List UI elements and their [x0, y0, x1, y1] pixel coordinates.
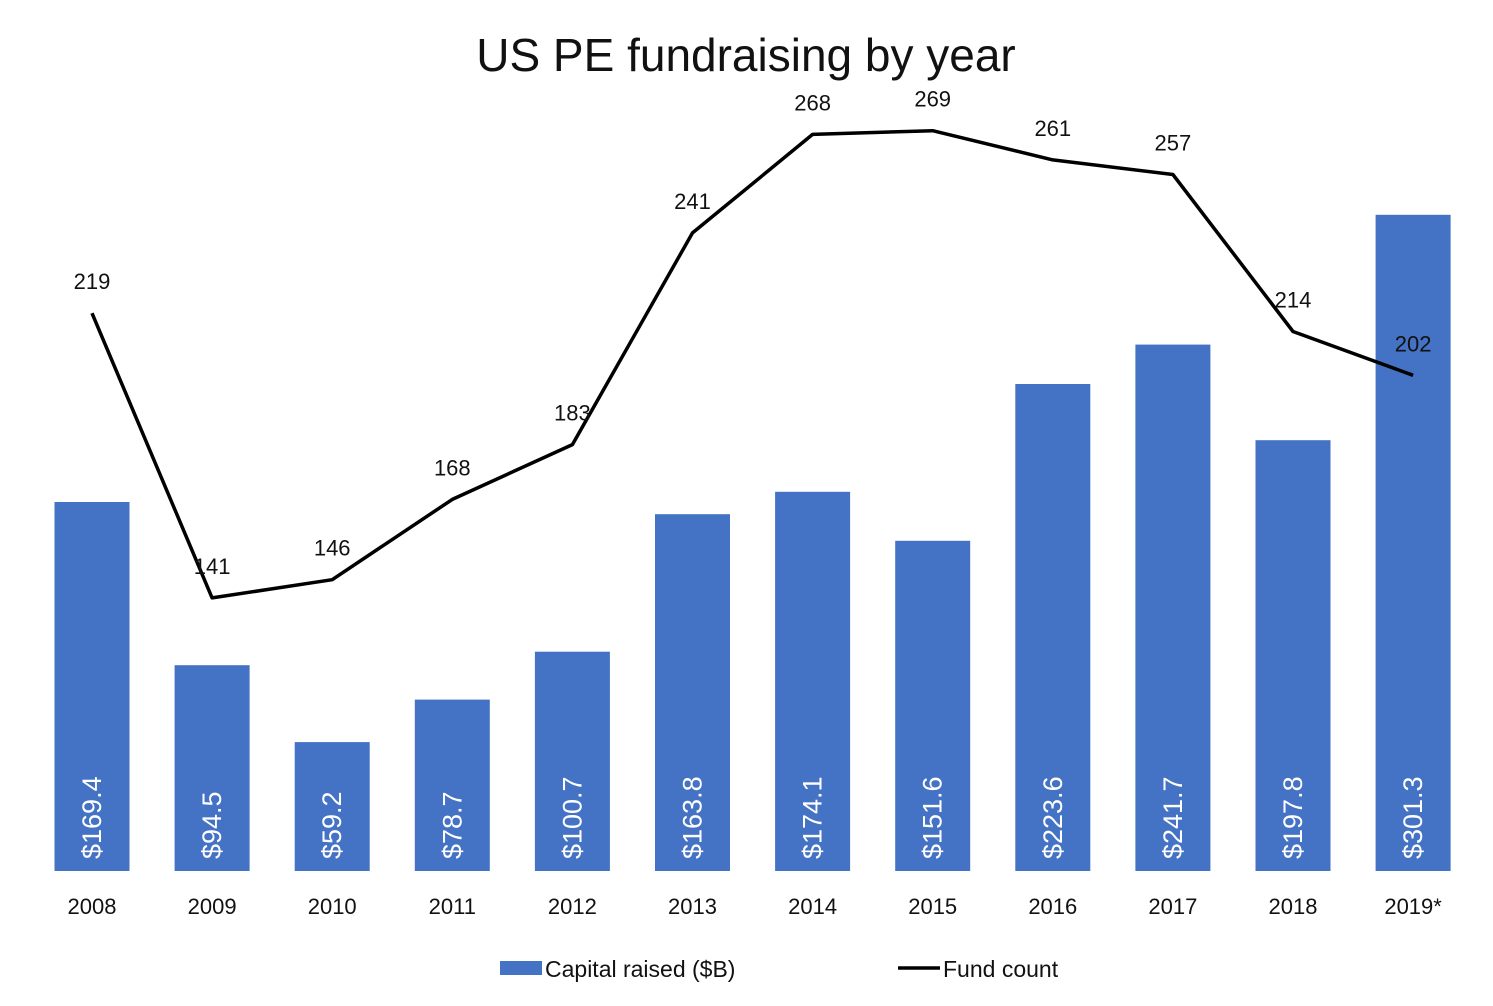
bars-group	[54, 214, 1451, 872]
fund-count-line	[90, 128, 1414, 600]
bar-2014	[775, 491, 851, 871]
bar-label-2016: $223.6	[1038, 776, 1068, 859]
bar-label-2011: $78.7	[437, 791, 467, 859]
bar-2010	[294, 742, 370, 871]
bar-label-2010: $59.2	[317, 791, 347, 859]
x-tick-2009: 2009	[188, 894, 237, 919]
bar-2017	[1135, 344, 1211, 872]
fund-count-line-group	[90, 128, 1414, 600]
bar-label-2008: $169.4	[77, 776, 107, 859]
legend-label-capital: Capital raised ($B)	[545, 956, 735, 982]
line-label-2008: 219	[74, 269, 111, 294]
x-tick-2012: 2012	[548, 894, 597, 919]
line-label-2013: 241	[674, 189, 711, 214]
bar-label-2013: $163.8	[678, 776, 708, 859]
line-label-2019: 202	[1395, 331, 1432, 356]
line-label-2017: 257	[1155, 131, 1192, 156]
bar-label-2019: $301.3	[1398, 776, 1428, 859]
line-label-2014: 268	[794, 90, 831, 115]
line-label-2015: 269	[914, 87, 951, 112]
legend-label-fund-count: Fund count	[943, 956, 1059, 982]
x-tick-2008: 2008	[68, 894, 117, 919]
bar-labels-group: $169.4 $94.5 $59.2 $78.7 $100.7 $163.8 $174.1 $…	[77, 776, 1428, 859]
x-tick-2013: 2013	[668, 894, 717, 919]
bar-label-2017: $241.7	[1158, 776, 1188, 859]
bar-2015	[895, 540, 971, 871]
bar-label-2015: $151.6	[918, 776, 948, 859]
legend: Capital raised ($B) Fund count	[500, 956, 1059, 982]
line-label-2010: 146	[314, 536, 351, 561]
x-axis-ticks: 2008 2009 2010 2011 2012 2013 2014 2015 2016 2017…	[68, 894, 1443, 919]
bar-label-2014: $174.1	[798, 776, 828, 859]
line-label-2009: 141	[194, 554, 231, 579]
x-tick-2018: 2018	[1269, 894, 1318, 919]
line-label-2016: 261	[1034, 116, 1071, 141]
bar-2012	[534, 651, 610, 871]
x-tick-2016: 2016	[1028, 894, 1077, 919]
bar-2018	[1255, 440, 1331, 871]
bar-2008	[54, 502, 130, 871]
x-tick-2014: 2014	[788, 894, 837, 919]
bar-2009	[174, 665, 250, 871]
line-label-2012: 183	[554, 401, 591, 426]
x-tick-2015: 2015	[908, 894, 957, 919]
bar-2011	[414, 699, 490, 871]
bar-2019	[1375, 214, 1451, 872]
bar-label-2018: $197.8	[1278, 776, 1308, 859]
bar-2016	[1015, 384, 1091, 871]
bar-label-2012: $100.7	[557, 776, 587, 859]
bar-label-2009: $94.5	[197, 791, 227, 859]
line-labels-group: 219 141 146 168 183 241 268 269 261 257 214 202	[74, 87, 1432, 579]
line-label-2011: 168	[434, 455, 471, 480]
x-tick-2019: 2019*	[1384, 894, 1442, 919]
legend-swatch-capital	[500, 961, 542, 975]
x-tick-2011: 2011	[429, 894, 476, 919]
bar-2013	[655, 514, 730, 871]
line-label-2018: 214	[1275, 288, 1312, 313]
x-tick-2017: 2017	[1148, 894, 1197, 919]
x-tick-2010: 2010	[308, 894, 357, 919]
chart-title: US PE fundraising by year	[476, 29, 1016, 81]
